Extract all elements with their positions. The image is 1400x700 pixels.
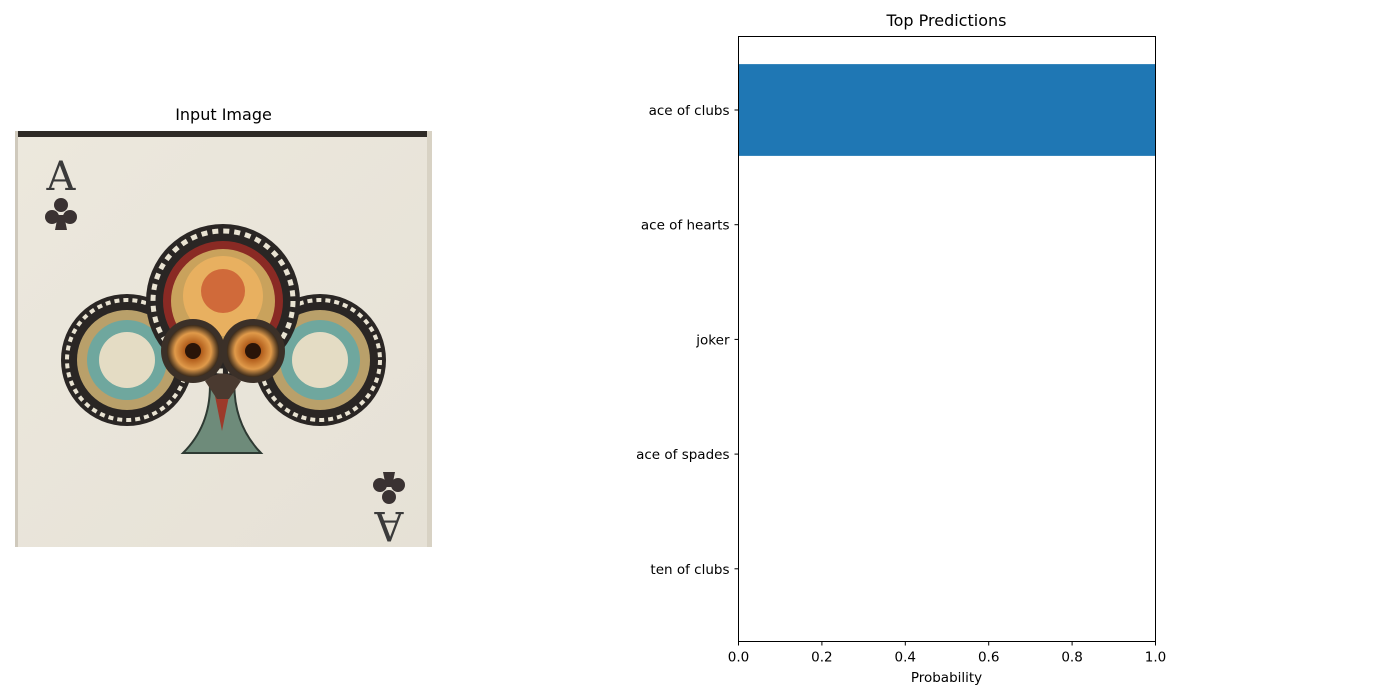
x-tick-label: 0.0 bbox=[728, 650, 749, 666]
x-tick-label: 0.6 bbox=[978, 650, 999, 666]
x-tick-label: 0.2 bbox=[811, 650, 832, 666]
y-axis: ace of clubs ace of hearts joker ace of spa… bbox=[636, 103, 739, 578]
card-corner-bottom-right: A bbox=[373, 472, 405, 548]
x-tick-label: 0.4 bbox=[895, 650, 916, 666]
card-rank-label: A bbox=[46, 154, 77, 200]
x-axis-label: Probability bbox=[911, 670, 982, 686]
card-corner-top-left: A bbox=[45, 154, 77, 230]
club-icon bbox=[373, 472, 405, 504]
y-tick-label: ace of clubs bbox=[649, 103, 730, 119]
x-axis: 0.0 0.2 0.4 0.6 0.8 1.0 bbox=[728, 641, 1166, 666]
input-image-title: Input Image bbox=[175, 105, 272, 124]
chart-title: Top Predictions bbox=[886, 11, 1007, 30]
y-tick-label: ten of clubs bbox=[650, 562, 729, 578]
input-image: A A bbox=[15, 131, 432, 548]
y-tick-label: ace of hearts bbox=[641, 218, 730, 234]
x-tick-label: 0.8 bbox=[1061, 650, 1082, 666]
ornate-club-icon bbox=[61, 224, 386, 454]
bar-ace-of-clubs bbox=[738, 64, 1156, 156]
y-tick-label: ace of spades bbox=[636, 447, 729, 463]
x-tick-label: 1.0 bbox=[1145, 650, 1166, 666]
bars-layer bbox=[738, 64, 1156, 156]
y-tick-label: joker bbox=[695, 332, 730, 348]
club-icon bbox=[45, 198, 77, 230]
card-rank-label-rotated: A bbox=[373, 502, 404, 547]
